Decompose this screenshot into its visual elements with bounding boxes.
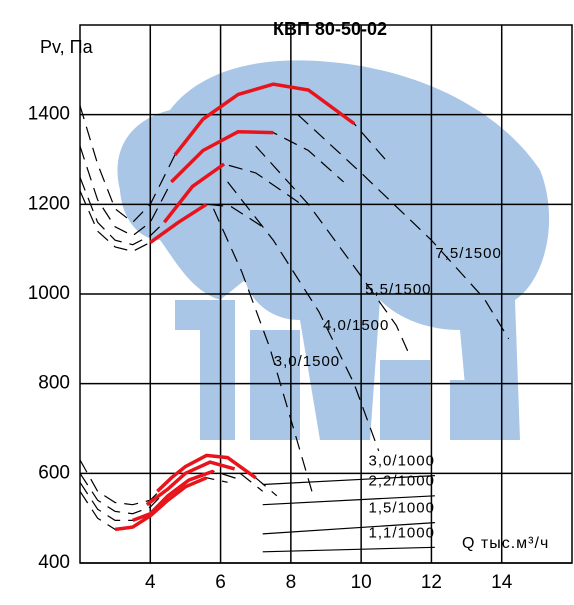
curve-label: 7,5/1500 (435, 245, 501, 262)
y-tick-label: 800 (38, 373, 70, 394)
working-range (156, 453, 257, 493)
curve (79, 163, 302, 246)
curve (227, 181, 380, 452)
y-tick-label: 1000 (28, 283, 70, 304)
working-range (170, 129, 274, 184)
curve (212, 208, 313, 492)
working-range (149, 202, 208, 244)
curve-label: 3,0/1500 (274, 353, 340, 370)
y-tick-label: 1200 (28, 193, 70, 214)
x-tick-label: 14 (491, 572, 513, 593)
chart-title: КВП 80-50-02 (273, 19, 387, 39)
curve-label: 5,5/1500 (365, 281, 431, 298)
curve (255, 145, 411, 358)
working-range (162, 162, 226, 224)
working-range (145, 460, 236, 507)
x-tick-label: 4 (145, 572, 156, 593)
x-tick-label: 8 (286, 572, 297, 593)
working-range (114, 476, 208, 532)
curve (79, 190, 264, 253)
y-tick-label: 600 (38, 462, 70, 483)
x-tick-label: 6 (215, 572, 226, 593)
bear-shape (117, 60, 550, 441)
curve (297, 114, 510, 340)
x-tick-label: 12 (421, 572, 442, 593)
x-tick-label: 10 (351, 572, 372, 593)
curve-label: 2,2/1000 (369, 473, 435, 490)
curve-label: 1,5/1000 (369, 500, 435, 517)
curve-label: 4,0/1500 (323, 317, 389, 334)
curve (262, 522, 435, 535)
watermark (117, 60, 550, 441)
y-tick-label: 1400 (28, 104, 70, 125)
curve-label: 3,0/1000 (369, 453, 435, 470)
curve (262, 475, 435, 486)
y-axis-label: Pv, Па (40, 37, 94, 57)
working-range (173, 82, 356, 157)
working-range (132, 469, 215, 523)
curve-label: 1,1/1000 (369, 524, 435, 541)
curve (262, 546, 435, 553)
y-tick-label: 400 (38, 552, 70, 573)
x-axis-label: Q тыс.м³/ч (462, 535, 549, 552)
logo-letters (175, 300, 500, 440)
curve (262, 495, 435, 506)
